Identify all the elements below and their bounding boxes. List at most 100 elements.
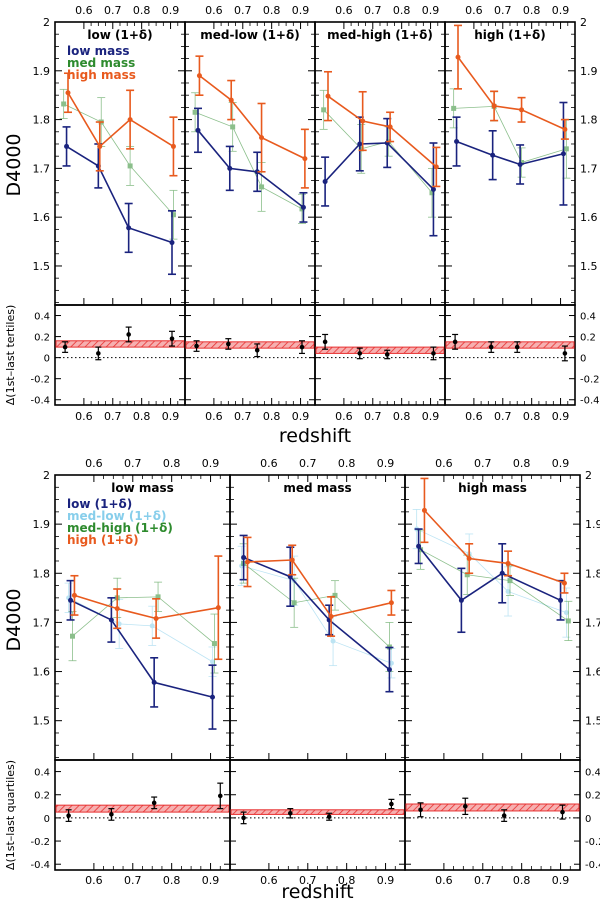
series-low_env [66,579,217,730]
panel-title: med-low (1+δ) [200,28,299,42]
main-panel-frame [314,21,446,306]
series-line [197,129,304,209]
series-line [72,596,215,644]
delta-point [62,344,68,350]
x-tick-label-bottom: 0.6 [260,874,278,887]
panel-title: med-high (1+δ) [327,28,433,42]
data-point [155,594,161,600]
series-med_high_env [416,529,573,641]
series-line [68,597,213,663]
data-point [300,204,306,210]
x-tick-label-bottom: 0.9 [552,410,570,423]
data-point [321,107,327,113]
delta-point [226,341,231,347]
delta-band [55,804,230,813]
series-high_env [243,536,396,637]
data-point [215,605,221,611]
data-point [126,225,132,231]
data-point [64,143,70,149]
data-point [230,124,236,130]
x-tick-label-bottom: 0.9 [552,874,570,887]
delta-point [488,344,494,350]
panel-3: 0.6 0.6 0.7 0.7 0.8 0.8 0.9 0.9 1.5 1.6 1.7 1.8 1.9 2… [404,457,600,887]
x-tick-label-bottom: 0.7 [234,410,252,423]
series-low_env [414,528,565,634]
delta-point [299,344,305,350]
delta-point [389,801,394,807]
delta-point [462,804,468,809]
data-point [127,163,133,169]
x-tick-label-top: 0.7 [299,457,317,470]
y-tick-label-right: 1.9 [580,65,598,78]
data-point [114,606,120,612]
series-line [70,599,213,698]
x-tick-label-top: 0.8 [263,4,281,17]
data-point [505,560,511,566]
x-tick-label-top: 0.7 [104,4,122,17]
delta-point [384,352,390,357]
series-line [457,56,566,131]
y-tick-label-left: 1.9 [33,65,51,78]
delta-tick-label-left: -0.2 [30,837,50,848]
data-point [563,610,569,616]
data-point [416,543,422,549]
x-tick-label-bottom: 0.7 [299,874,317,887]
y-tick-label-left: 2 [43,469,50,482]
series-line [243,563,390,648]
x-tick-label-top: 0.6 [260,457,278,470]
data-point [490,152,496,158]
series-low_env [239,534,394,693]
data-point [451,105,457,111]
y-tick-label-left: 1.6 [33,211,51,224]
data-point [322,179,328,185]
delta-tick-label-left: -0.2 [30,375,50,386]
data-point [196,73,202,79]
series-line [327,95,437,168]
panel-4: 0.6 0.6 0.7 0.7 0.8 0.8 0.9 0.9 1.5 1.6 1.7 1.8 1.9 2… [444,4,600,423]
delta-tick-label-left: 0.2 [34,791,50,802]
delta-point [194,343,199,349]
data-point [228,97,234,103]
data-point [70,633,75,639]
delta-point [514,344,520,350]
series-line [74,594,219,620]
y-axis-title: D4000 [3,589,25,652]
x-tick-label-bottom: 0.8 [263,410,281,423]
y-tick-label-right: 2 [580,16,587,29]
data-point [210,659,215,665]
x-tick-label-top: 0.8 [393,4,411,17]
delta-tick-label-right: 0.4 [585,768,600,779]
x-tick-label-bottom: 0.8 [163,874,181,887]
data-point [61,101,67,107]
x-tick-label-bottom: 0.8 [133,410,151,423]
data-point [517,161,523,167]
series-low_mass [62,126,176,276]
delta-point [109,812,114,817]
series-med_mass [191,92,306,224]
series-line [416,528,567,613]
y-tick-label-right: 1.6 [585,666,600,679]
delta-point [326,814,332,820]
delta-point [126,332,131,337]
delta-tick-label-left: 0.4 [34,768,50,779]
delta-band [185,341,315,349]
legend-entry: med mass [67,56,135,70]
data-point [195,127,201,133]
series-line [420,549,569,622]
series-low_mass [194,107,308,223]
delta-tick-label-left: 0 [44,354,50,365]
x-tick-label-top: 0.7 [234,4,252,17]
data-point [302,156,308,162]
delta-point [431,351,436,356]
data-point [68,597,74,603]
y-tick-label-right: 1.6 [580,211,598,224]
x-tick-label-top: 0.9 [292,4,310,17]
delta-tick-label-right: -0.2 [580,375,600,386]
data-point [170,143,176,149]
data-point [291,600,297,606]
series-line [417,545,561,602]
x-tick-label-bottom: 0.7 [104,410,122,423]
